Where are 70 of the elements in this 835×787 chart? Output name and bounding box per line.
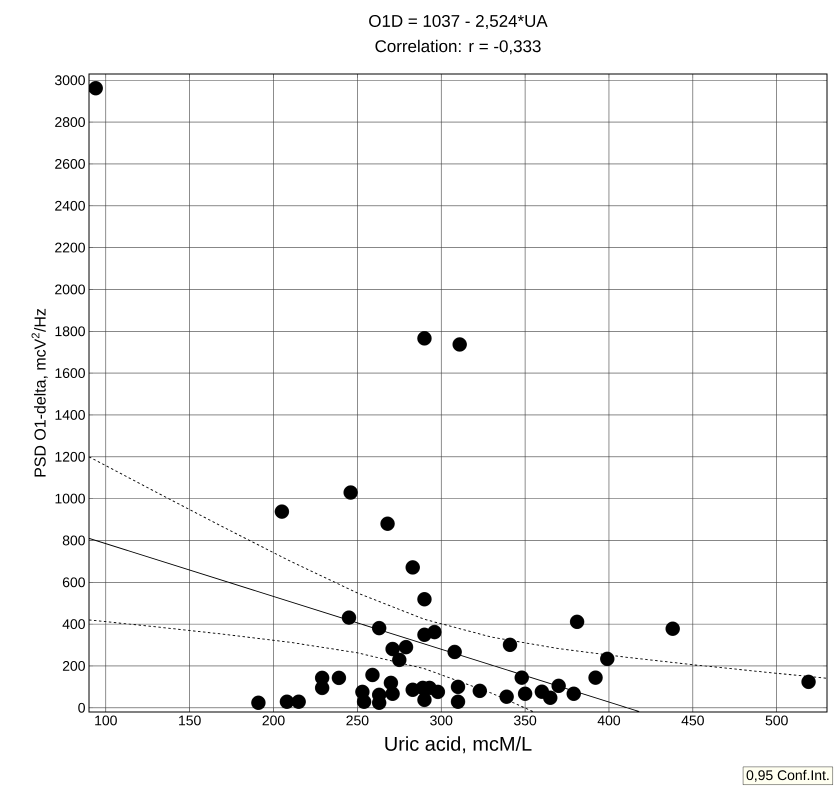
point	[392, 652, 406, 668]
y-tick-label: 1600	[56, 368, 85, 378]
y-tick-label: 2600	[55, 158, 85, 169]
point	[801, 674, 816, 690]
point	[417, 592, 432, 606]
y-axis-title: PSD O1-delta, mcV$^{2}$/Hz	[32, 308, 48, 477]
x-tick-label: 200	[262, 715, 285, 726]
point	[406, 560, 420, 575]
x-tick-label: 450	[682, 715, 704, 726]
point	[280, 694, 294, 709]
y-tick-label: 200	[62, 661, 85, 671]
point	[570, 614, 584, 630]
point	[450, 694, 466, 709]
x-axis-title: Uric acid, mcM/L	[385, 736, 532, 754]
point	[551, 678, 566, 694]
point	[514, 670, 529, 685]
point	[588, 670, 603, 685]
point	[291, 694, 306, 709]
y-tick-label: 1400	[56, 410, 85, 420]
point	[274, 504, 290, 519]
point	[356, 694, 372, 709]
y-tick-label: 1000	[56, 494, 85, 504]
point	[372, 620, 386, 636]
x-tick-label: 500	[766, 715, 788, 726]
point	[502, 638, 518, 652]
point	[417, 692, 432, 708]
chart-subtitle: Correlation: r = -0,333	[375, 40, 541, 54]
y-tick-label: 1200	[56, 452, 85, 462]
x-tick-label: 300	[430, 715, 452, 726]
point	[600, 652, 614, 666]
point	[385, 686, 400, 701]
point	[665, 622, 680, 636]
point	[398, 640, 414, 654]
y-tick-label: 600	[62, 577, 85, 588]
x-tick-label: 100	[95, 715, 117, 726]
point	[566, 686, 581, 701]
point	[417, 331, 432, 346]
point	[314, 680, 330, 696]
point	[88, 81, 103, 96]
point	[332, 670, 346, 686]
point	[450, 680, 466, 694]
y-tick-label: 2400	[55, 200, 85, 211]
point	[518, 686, 532, 701]
x-tick-label: 150	[179, 715, 201, 726]
y-tick-label: 1800	[56, 326, 85, 336]
x-tick-label: 400	[598, 715, 620, 726]
x-tick-label: 350	[514, 715, 536, 726]
point	[499, 690, 514, 704]
point	[385, 642, 400, 656]
y-tick-label: 2000	[55, 284, 85, 294]
point	[430, 684, 446, 700]
point	[447, 644, 462, 660]
y-tick-label: 800	[62, 536, 85, 546]
y-tick-label: 3000	[54, 75, 85, 86]
point	[365, 668, 380, 682]
point	[343, 485, 358, 500]
y-tick-label: 2200	[55, 242, 85, 253]
point	[251, 696, 266, 710]
point	[380, 516, 395, 531]
point	[543, 690, 558, 705]
text: 0,95 Conf.Int.	[746, 770, 829, 782]
x-tick-label: 250	[346, 715, 368, 726]
y-tick-label: 400	[62, 619, 85, 630]
y-tick-label: 0	[78, 702, 85, 713]
point	[452, 337, 467, 352]
y-tick-label: 2800	[55, 117, 85, 128]
point	[427, 624, 442, 640]
point	[472, 684, 488, 698]
chart-title: O1D = 1037 - 2,524*UA	[369, 14, 548, 29]
point	[342, 610, 356, 625]
